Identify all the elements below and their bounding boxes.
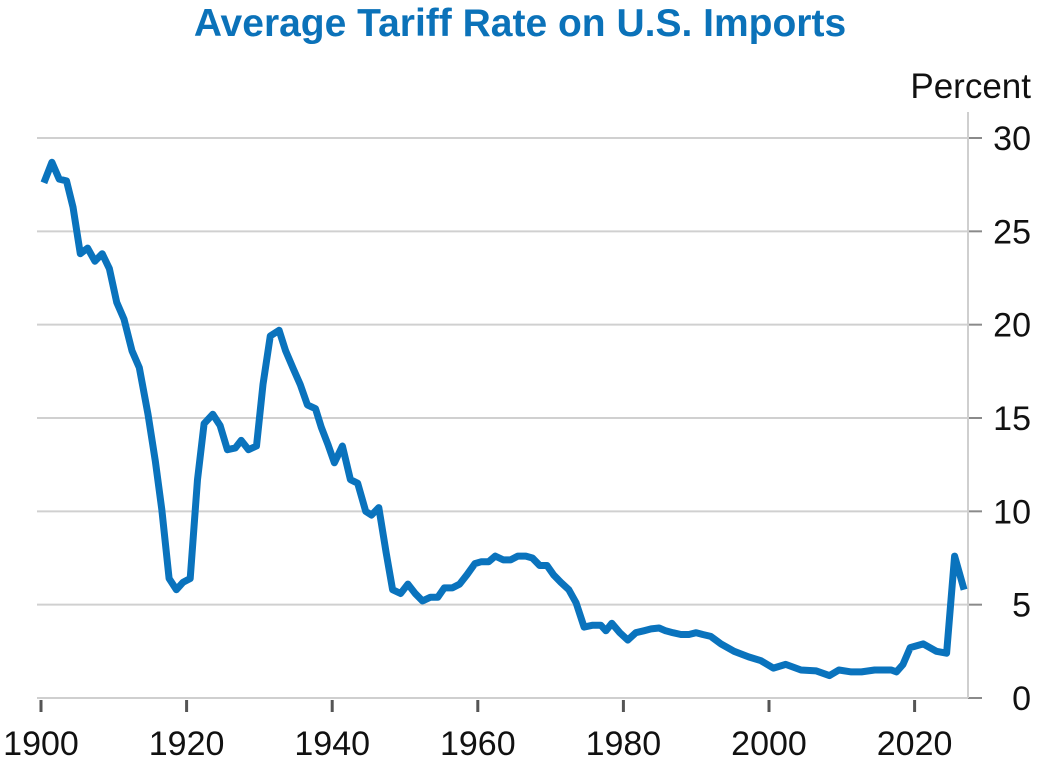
y-tick-label: 20 [993, 307, 1031, 345]
series-line-tariff-rate [40, 158, 968, 680]
x-tick-label: 1980 [586, 725, 662, 759]
chart-title: Average Tariff Rate on U.S. Imports [194, 2, 846, 45]
x-tick-labels: 1900 1920 1940 1960 1980 2000 2020 [3, 725, 952, 759]
y-axis-unit-label: Percent [910, 67, 1031, 106]
x-tick-label: 2020 [877, 725, 953, 759]
y-tick-label: 30 [993, 120, 1031, 158]
axes [37, 112, 982, 712]
y-tick-label: 15 [993, 400, 1031, 438]
x-tick-label: 1900 [3, 725, 79, 759]
gridlines [37, 137, 968, 606]
y-tick-label: 25 [993, 213, 1031, 251]
x-tick-label: 1960 [440, 725, 516, 759]
y-tick-label: 5 [1012, 587, 1031, 625]
series-layer [40, 158, 968, 680]
x-tick-label: 1920 [149, 725, 225, 759]
x-tick-label: 2000 [731, 725, 807, 759]
x-tick-label: 1940 [294, 725, 370, 759]
y-tick-labels: 0 5 10 15 20 25 30 [993, 120, 1031, 718]
y-tick-label: 0 [1012, 680, 1031, 718]
y-tick-label: 10 [993, 493, 1031, 531]
